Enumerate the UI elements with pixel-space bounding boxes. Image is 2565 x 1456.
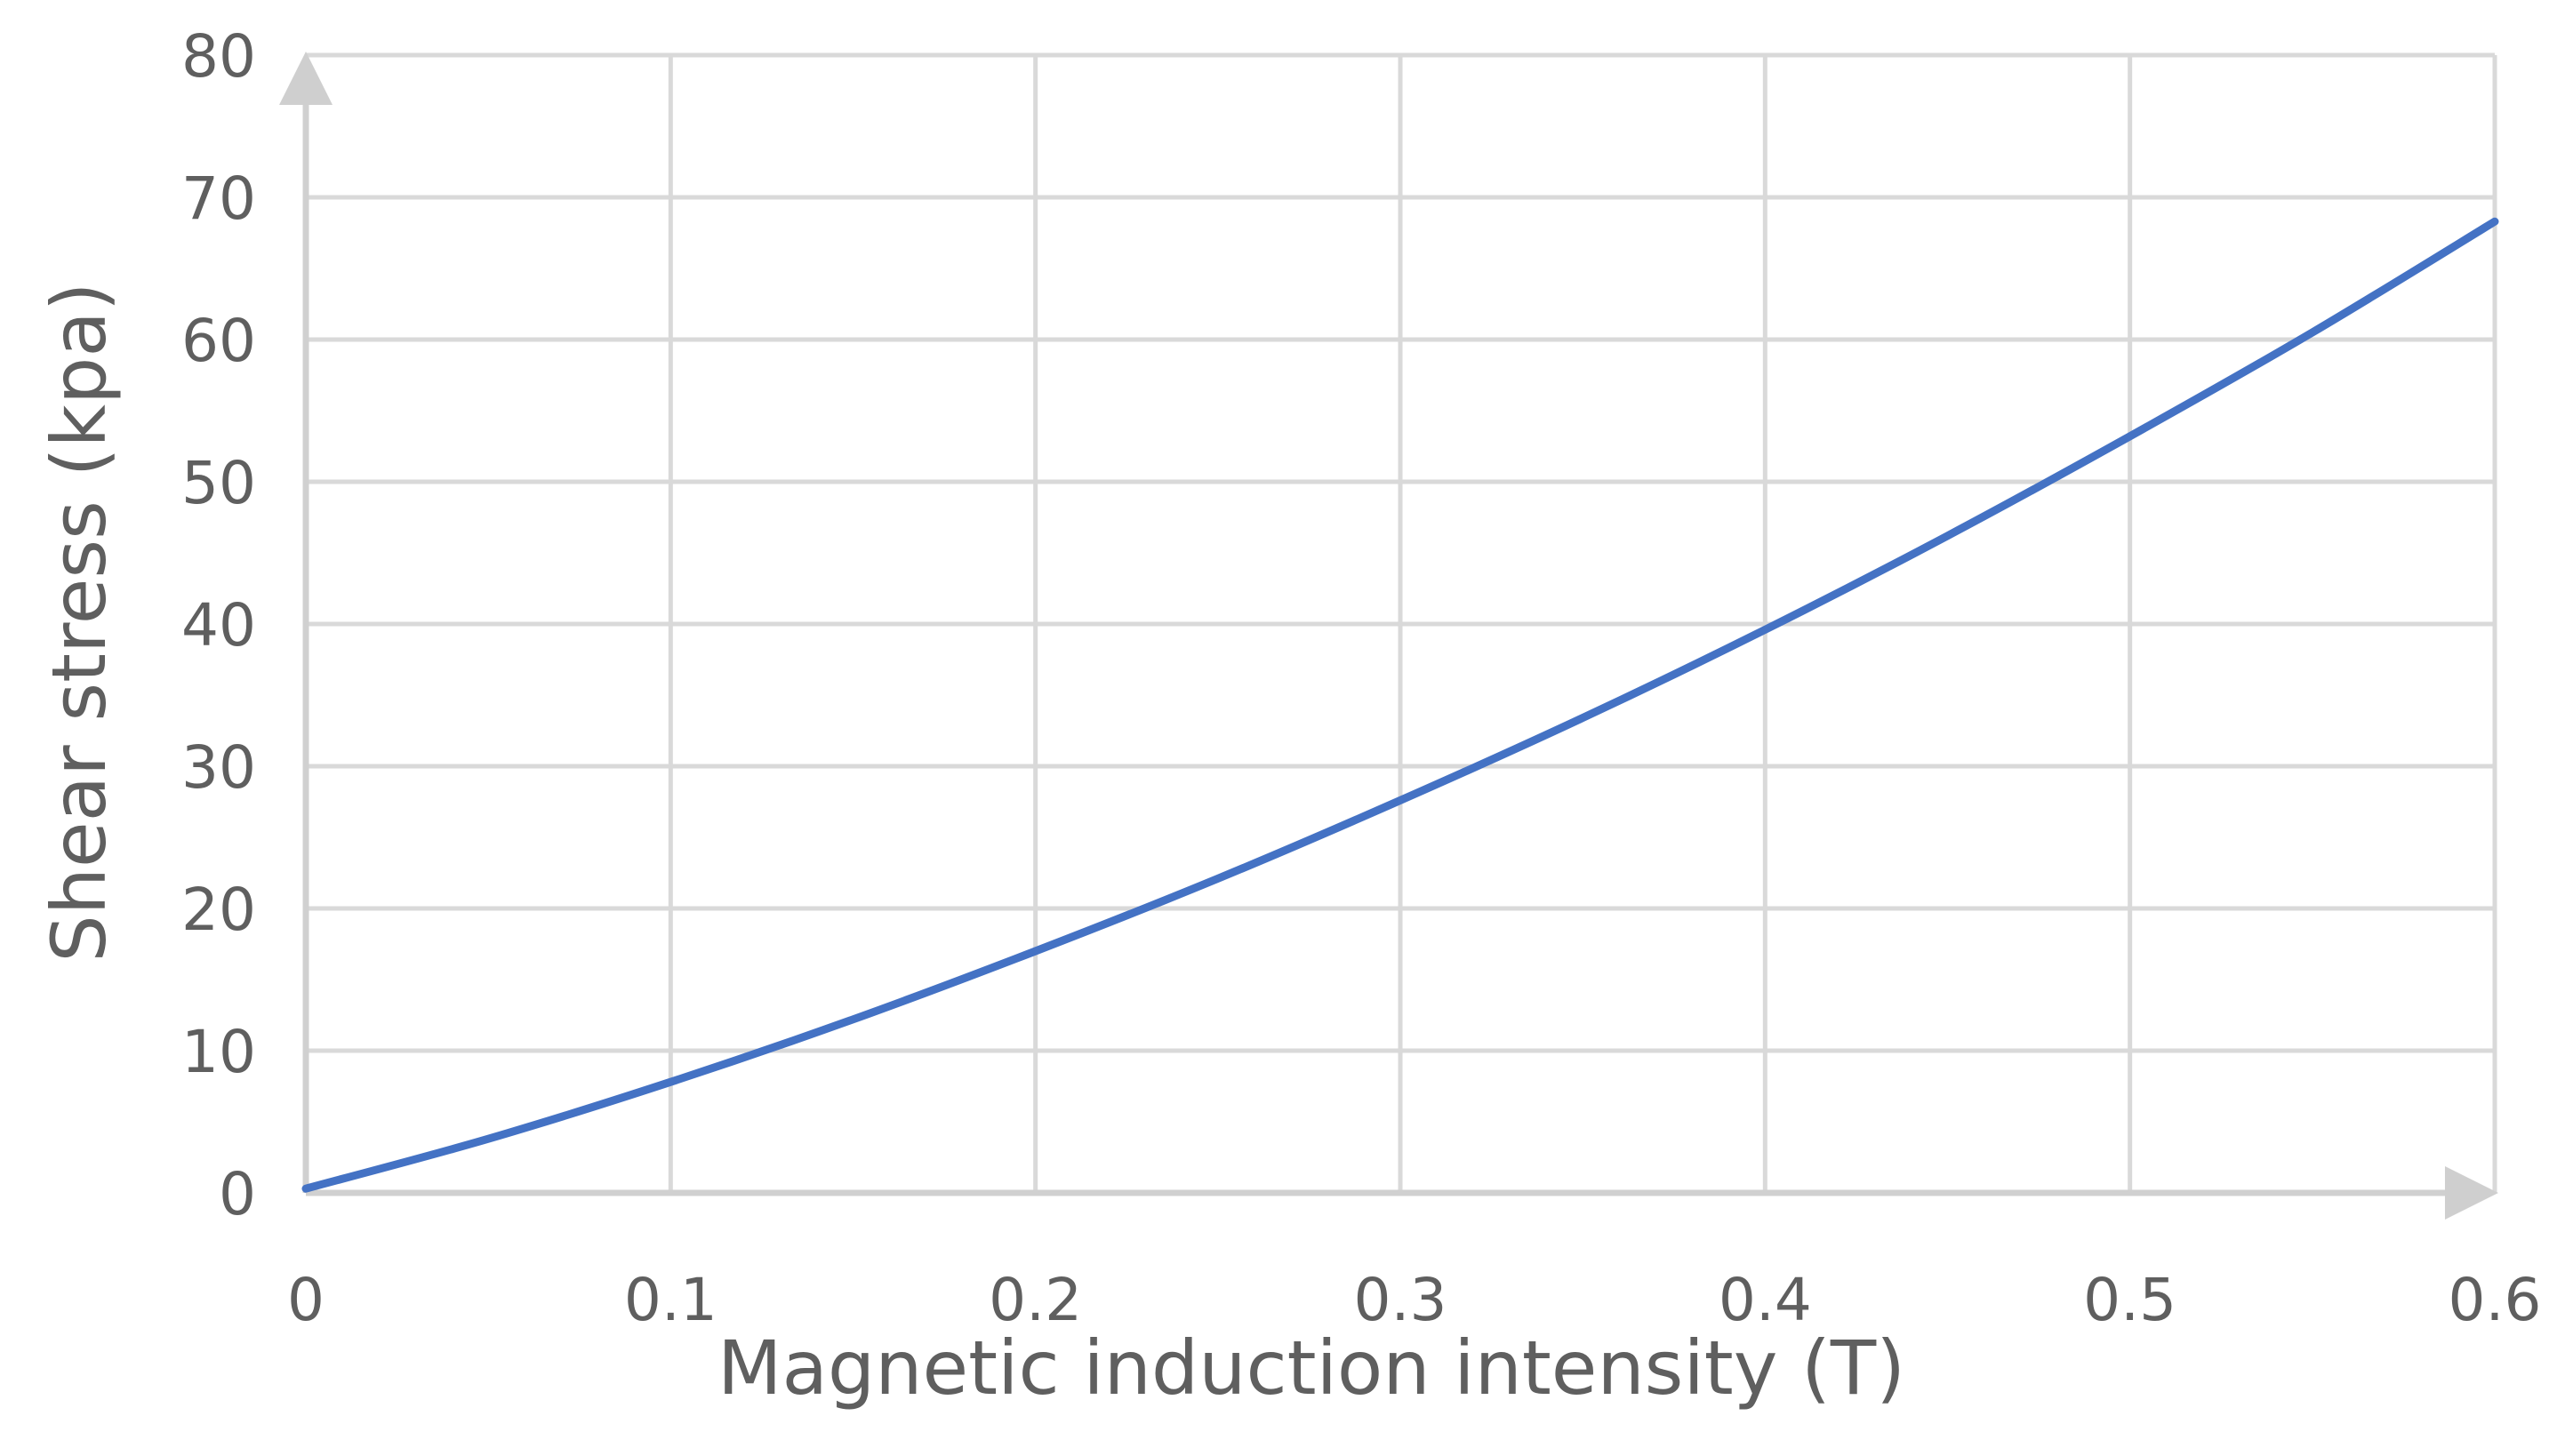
y-tick-label: 30 [181,733,256,802]
x-tick-label: 0.1 [624,1266,717,1334]
axes [279,52,2498,1220]
series-line-shear-stress [301,217,2499,1193]
y-axis-title: Shear stress (kpa) [36,282,123,962]
y-tick-label: 80 [181,22,256,91]
grid [306,52,2497,1193]
x-tick-label: 0.2 [989,1266,1082,1334]
x-axis-title: Magnetic induction intensity (T) [717,1324,1905,1412]
series-layer [301,217,2499,1193]
x-tick-label: 0.6 [2449,1266,2542,1334]
y-tick-label: 50 [181,449,256,517]
x-tick-label: 0.3 [1354,1266,1447,1334]
y-tick-label: 40 [181,591,256,660]
x-tick-label: 0 [287,1266,325,1334]
y-axis-arrow [279,52,333,105]
y-tick-label: 60 [181,307,256,375]
y-tick-label: 70 [181,164,256,233]
y-tick-label: 20 [181,876,256,944]
tick-labels: 0 0.1 0.2 0.3 0.4 0.5 0.6 0 10 20 30 40 50 60 70 80 [181,22,2541,1334]
y-tick-label: 0 [219,1160,256,1228]
x-axis-arrow [2445,1166,2498,1220]
x-tick-label: 0.5 [2083,1266,2176,1334]
x-tick-label: 0.4 [1719,1266,1812,1334]
y-tick-label: 10 [181,1018,256,1086]
